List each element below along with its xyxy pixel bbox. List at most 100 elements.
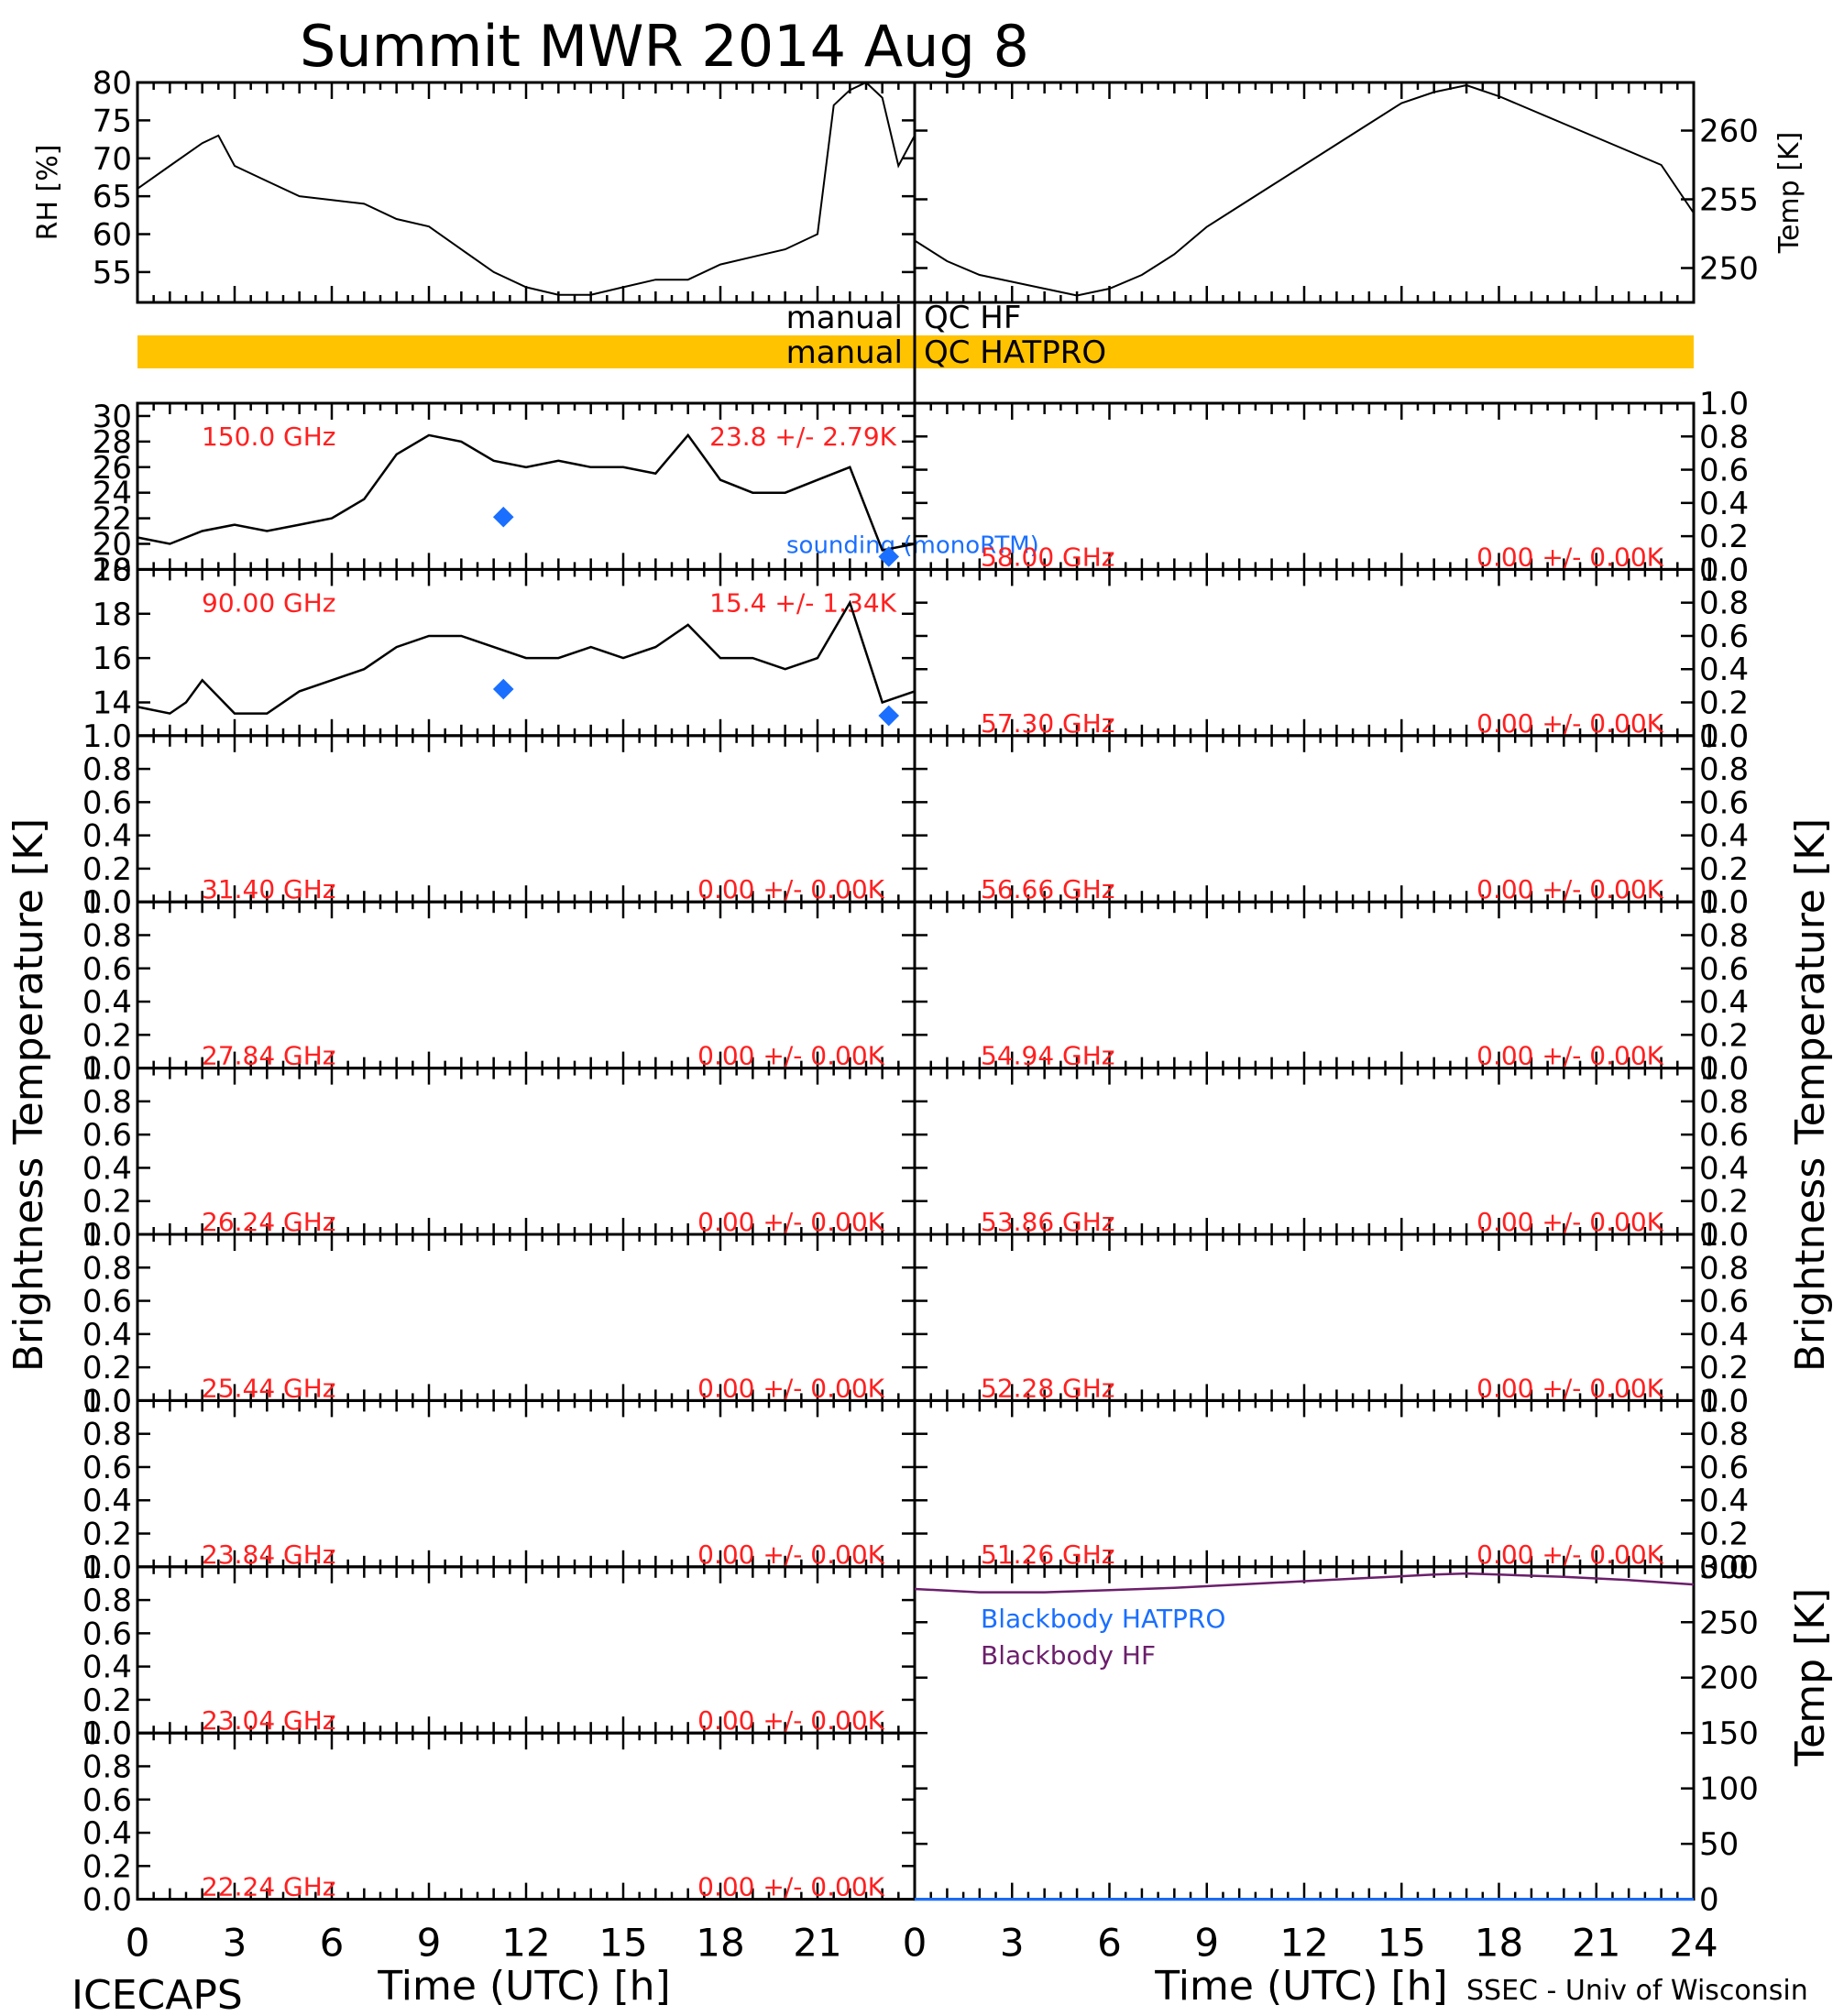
bt-right-panel-5-ytick-label: 0.2 xyxy=(1699,1184,1749,1221)
bt-right-panel-1-ytick-label: 0.4 xyxy=(1699,486,1749,522)
bt-left-panel-6-ytick-label: 0.6 xyxy=(82,1284,132,1320)
bt-left-panel-9-channel-label: 22.24 GHz xyxy=(202,1872,336,1902)
bt-left-panel-8-ytick-label: 0.8 xyxy=(82,1583,132,1619)
rh-panel-ytick-label: 65 xyxy=(93,179,132,215)
bt-left-panel-1-channel-label: 150.0 GHz xyxy=(202,422,336,452)
bt-left-panel-8-ytick-label: 1.0 xyxy=(82,1550,132,1586)
rh-axis-label: RH [%] xyxy=(32,145,64,241)
bt-right-panel-5-ytick-label: 0.4 xyxy=(1699,1150,1749,1187)
bt-right-panel-3-ytick-label: 0.2 xyxy=(1699,851,1749,888)
blackbody-panel-ytick-label: 50 xyxy=(1699,1826,1739,1863)
x-axis-label-left: Time (UTC) [h] xyxy=(377,1963,670,2010)
bt-left-panel-5-channel-label: 26.24 GHz xyxy=(202,1207,336,1237)
bt-right-panel-6-channel-label: 52.28 GHz xyxy=(981,1373,1115,1403)
bt-left-panel-7-ytick-label: 0.0 xyxy=(82,1550,132,1586)
blackbody-hatpro-legend: Blackbody HATPRO xyxy=(981,1604,1225,1634)
x-tick-label-right: 9 xyxy=(1194,1921,1219,1966)
bt-left-panel-4-channel-label: 27.84 GHz xyxy=(202,1041,336,1071)
bt-left-panel-1-sounding-point xyxy=(878,546,900,567)
bt-left-panel-3-ytick-label: 0.4 xyxy=(82,818,132,855)
bt-left-panel-2-channel-label: 90.00 GHz xyxy=(202,587,336,618)
bt-left-panel-5-ytick-label: 0.4 xyxy=(82,1150,132,1187)
bt-left-panel-1-trace xyxy=(137,433,916,552)
bt-right-panel-7-ytick-label: 0.4 xyxy=(1699,1483,1749,1519)
footer-left-label: ICECAPS xyxy=(71,1972,243,2016)
rh-panel-ytick-label: 80 xyxy=(93,65,132,102)
x-tick-label-left: 15 xyxy=(598,1921,647,1966)
bt-right-panel-1-channel-label: 58.00 GHz xyxy=(981,542,1115,572)
blackbody-panel-ytick-label: 100 xyxy=(1699,1771,1759,1808)
bt-right-panel-4-ytick-label: 0.6 xyxy=(1699,951,1749,988)
qc-hf-right-label: QC HF xyxy=(924,300,1021,336)
bt-left-panel-2-sounding-point xyxy=(492,678,514,700)
bt-right-panel-1-stats-label: 0.00 +/- 0.00K xyxy=(1476,542,1663,572)
bt-left-panel-8-channel-label: 23.04 GHz xyxy=(202,1705,336,1736)
bt-left-panel-4-ytick-label: 0.4 xyxy=(82,984,132,1021)
bt-right-panel-5-ytick-label: 0.8 xyxy=(1699,1084,1749,1121)
bt-right-panel-7-ytick-label: 1.0 xyxy=(1699,1383,1749,1419)
bt-right-panel-4-channel-label: 54.94 GHz xyxy=(981,1041,1115,1071)
qc-hatpro-right-label: QC HATPRO xyxy=(924,334,1106,371)
rh-panel-ytick-label: 55 xyxy=(93,255,132,291)
bt-y-axis-label-left: Brightness Temperature [K] xyxy=(5,818,52,1372)
x-tick-label-left: 0 xyxy=(126,1921,150,1966)
bt-right-panel-2-channel-label: 57.30 GHz xyxy=(981,708,1115,739)
bt-right-panel-5-ytick-label: 0.0 xyxy=(1699,1217,1749,1254)
bt-right-panel-6-ytick-label: 0.8 xyxy=(1699,1250,1749,1287)
bt-left-panel-6-ytick-label: 1.0 xyxy=(82,1217,132,1254)
bt-right-panel-7-ytick-label: 0.2 xyxy=(1699,1517,1749,1553)
x-tick-label-right: 6 xyxy=(1097,1921,1122,1966)
rh-panel-ytick-label: 70 xyxy=(93,141,132,178)
bt-left-panel-2-ytick-label: 20 xyxy=(93,552,132,588)
bt-right-panel-2-stats-label: 0.00 +/- 0.00K xyxy=(1476,708,1663,739)
bt-left-panel-1-ytick-label: 30 xyxy=(93,399,132,435)
bt-right-panel-1-ytick-label: 0.0 xyxy=(1699,552,1749,588)
x-tick-label-left: 9 xyxy=(417,1921,442,1966)
bt-left-panel-7-ytick-label: 0.4 xyxy=(82,1483,132,1519)
bt-left-panel-7-ytick-label: 0.6 xyxy=(82,1450,132,1486)
bt-left-panel-6-ytick-label: 0.2 xyxy=(82,1350,132,1386)
bt-right-panel-1-ytick-label: 0.6 xyxy=(1699,453,1749,489)
bt-left-panel-1-sounding-point xyxy=(492,506,514,528)
bt-left-panel-5-stats-label: 0.00 +/- 0.00K xyxy=(697,1207,884,1237)
bt-right-panel-6-ytick-label: 0.6 xyxy=(1699,1284,1749,1320)
bt-right-panel-3-ytick-label: 0.8 xyxy=(1699,751,1749,788)
x-tick-label-left: 12 xyxy=(501,1921,550,1966)
bt-right-panel-2-ytick-label: 0.4 xyxy=(1699,652,1749,688)
x-tick-label-right: 21 xyxy=(1572,1921,1620,1966)
bt-y-axis-label-right: Brightness Temperature [K] xyxy=(1787,818,1833,1372)
bt-left-panel-3-ytick-label: 0.8 xyxy=(82,751,132,788)
bt-right-panel-2-ytick-label: 0.8 xyxy=(1699,586,1749,622)
bt-left-panel-3-ytick-label: 0.0 xyxy=(82,884,132,921)
bt-left-panel-7-ytick-label: 1.0 xyxy=(82,1383,132,1419)
temp-panel-ytick-label: 250 xyxy=(1699,251,1759,288)
bt-right-panel-7-channel-label: 51.26 GHz xyxy=(981,1539,1115,1570)
bt-right-panel-4-ytick-label: 0.4 xyxy=(1699,984,1749,1021)
bt-left-panel-7-channel-label: 23.84 GHz xyxy=(202,1539,336,1570)
bt-left-panel-4-ytick-label: 1.0 xyxy=(82,884,132,921)
bt-left-panel-5-ytick-label: 0.0 xyxy=(82,1217,132,1254)
bt-left-panel-6-ytick-label: 0.4 xyxy=(82,1317,132,1353)
rh-panel-ytick-label: 75 xyxy=(93,103,132,139)
bt-left-panel-9-ytick-label: 1.0 xyxy=(82,1715,132,1752)
bt-right-panel-3-ytick-label: 0.0 xyxy=(1699,884,1749,921)
bt-right-panel-5-ytick-label: 0.6 xyxy=(1699,1117,1749,1154)
bt-left-panel-5-ytick-label: 0.8 xyxy=(82,1084,132,1121)
bt-left-panel-6-ytick-label: 0.8 xyxy=(82,1250,132,1287)
bt-right-panel-6-stats-label: 0.00 +/- 0.00K xyxy=(1476,1373,1663,1403)
temp-panel-ytick-label: 255 xyxy=(1699,182,1759,219)
x-tick-label-right: 12 xyxy=(1279,1921,1328,1966)
bt-right-panel-3-ytick-label: 0.4 xyxy=(1699,818,1749,855)
bt-right-panel-6-ytick-label: 0.2 xyxy=(1699,1350,1749,1386)
x-tick-label-right: 24 xyxy=(1669,1921,1718,1966)
bt-left-panel-3-ytick-label: 0.6 xyxy=(82,784,132,821)
bt-left-panel-5-ytick-label: 0.6 xyxy=(82,1117,132,1154)
bt-left-panel-2-ytick-label: 18 xyxy=(93,597,132,633)
bt-left-panel-1-stats-label: 23.8 +/- 2.79K xyxy=(709,422,896,452)
blackbody-axis-label: Temp [K] xyxy=(1787,1588,1833,1767)
bt-left-panel-1-ytick-label: 28 xyxy=(93,424,132,461)
qc-hf-left-label: manual xyxy=(786,300,903,336)
bt-right-panel-3-channel-label: 56.66 GHz xyxy=(981,874,1115,904)
x-tick-label-right: 18 xyxy=(1475,1921,1523,1966)
bt-right-panel-3-ytick-label: 0.6 xyxy=(1699,784,1749,821)
